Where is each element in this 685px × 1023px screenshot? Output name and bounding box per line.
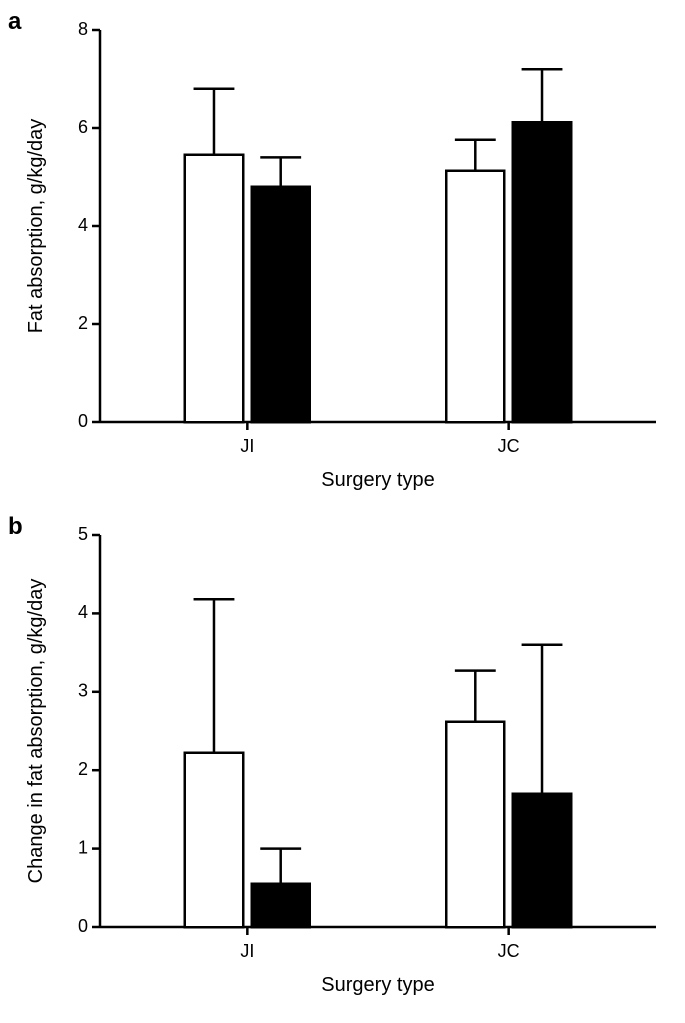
bar	[252, 187, 310, 422]
y-tick-label: 0	[78, 916, 88, 936]
y-axis-label: Fat absorption, g/kg/day	[25, 119, 47, 334]
x-tick-label: JI	[240, 941, 254, 961]
y-tick-label: 6	[78, 117, 88, 137]
x-tick-label: JI	[240, 436, 254, 456]
y-tick-label: 8	[78, 19, 88, 39]
y-tick-label: 3	[78, 681, 88, 701]
y-tick-label: 2	[78, 313, 88, 333]
y-tick-label: 0	[78, 411, 88, 431]
bar	[446, 722, 504, 927]
bar	[513, 122, 571, 422]
x-tick-label: JC	[498, 941, 520, 961]
x-axis-label: Surgery type	[321, 974, 434, 996]
bar	[446, 171, 504, 422]
x-tick-label: JC	[498, 436, 520, 456]
y-tick-label: 5	[78, 524, 88, 544]
y-tick-label: 2	[78, 759, 88, 779]
panel-b: b 0 1 2 3 4 5 JI JC Surgery type Change in fat ab…	[8, 505, 678, 1005]
figure-root: a 0 2 4 6 8 JI JC Surgery type Fat absorption, g…	[0, 0, 685, 1023]
panel-a: a 0 2 4 6 8 JI JC Surgery type Fat absorption, g…	[8, 0, 678, 500]
bar	[185, 155, 243, 422]
panel-b-chart: 0 1 2 3 4 5 JI JC Surgery type Change in fat abso…	[8, 505, 678, 1005]
bar	[252, 884, 310, 927]
y-tick-label: 1	[78, 837, 88, 857]
y-tick-label: 4	[78, 602, 88, 622]
bar	[513, 794, 571, 927]
panel-a-label: a	[8, 8, 21, 36]
y-axis-label: Change in fat absorption, g/kg/day	[25, 579, 47, 884]
panel-a-chart: 0 2 4 6 8 JI JC Surgery type Fat absorption, g/k…	[8, 0, 678, 500]
y-tick-label: 4	[78, 215, 88, 235]
panel-b-label: b	[8, 513, 23, 541]
x-axis-label: Surgery type	[321, 469, 434, 491]
bar	[185, 753, 243, 927]
